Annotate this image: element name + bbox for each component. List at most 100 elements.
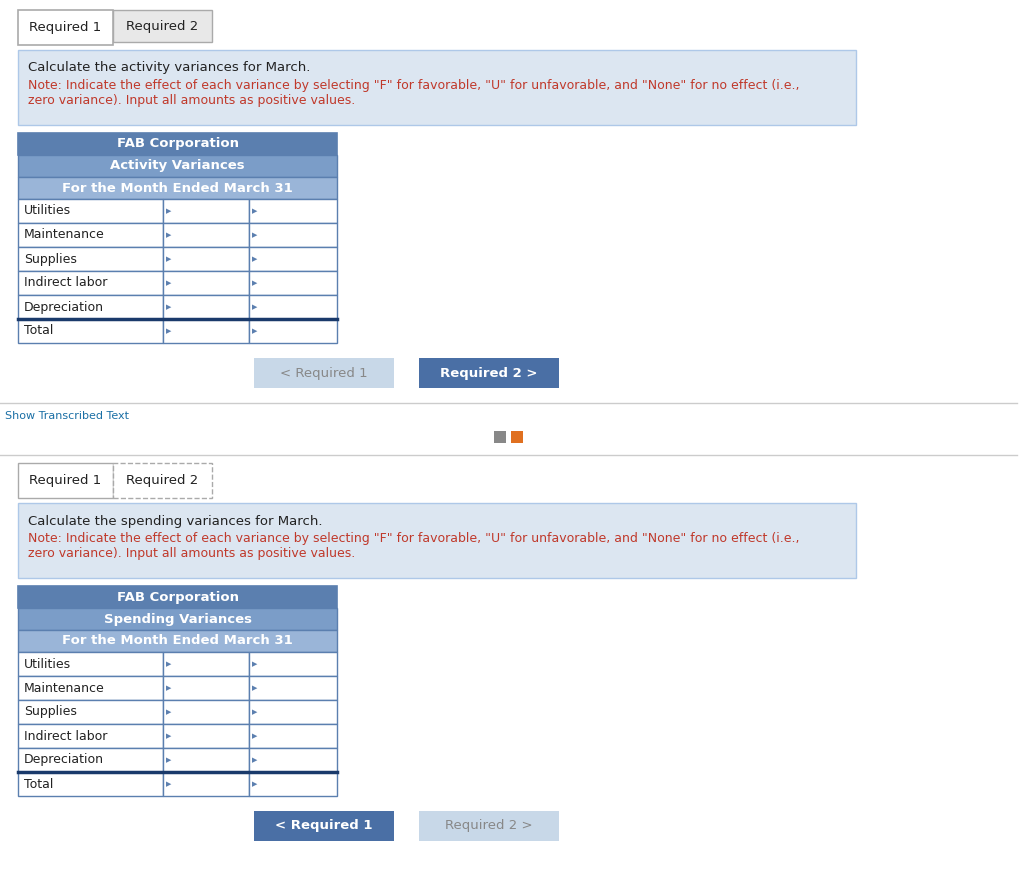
Bar bbox=[162, 652, 249, 676]
Bar bbox=[18, 724, 162, 748]
Text: < Required 1: < Required 1 bbox=[275, 819, 373, 833]
Text: Supplies: Supplies bbox=[23, 706, 76, 719]
Text: Total: Total bbox=[23, 778, 53, 790]
Bar bbox=[249, 271, 336, 295]
Bar bbox=[162, 700, 249, 724]
Bar bbox=[249, 319, 336, 343]
Text: ▶: ▶ bbox=[252, 661, 258, 667]
Text: ▶: ▶ bbox=[165, 661, 171, 667]
Text: ▶: ▶ bbox=[165, 256, 171, 262]
Text: Calculate the activity variances for March.: Calculate the activity variances for Mar… bbox=[28, 62, 310, 75]
Text: < Required 1: < Required 1 bbox=[280, 366, 368, 380]
Text: Show Transcribed Text: Show Transcribed Text bbox=[5, 411, 128, 421]
Bar bbox=[18, 133, 336, 155]
Text: ▶: ▶ bbox=[165, 757, 171, 763]
Text: ▶: ▶ bbox=[165, 709, 171, 715]
Text: FAB Corporation: FAB Corporation bbox=[116, 590, 238, 603]
Bar bbox=[18, 155, 336, 177]
Bar bbox=[18, 223, 162, 247]
Text: For the Month Ended March 31: For the Month Ended March 31 bbox=[62, 634, 292, 648]
Text: ▶: ▶ bbox=[165, 280, 171, 286]
Text: ▶: ▶ bbox=[165, 328, 171, 334]
Bar bbox=[162, 199, 249, 223]
Text: ▶: ▶ bbox=[252, 256, 258, 262]
Text: ▶: ▶ bbox=[252, 757, 258, 763]
Bar bbox=[162, 748, 249, 772]
Text: Indirect labor: Indirect labor bbox=[23, 729, 107, 743]
Text: Activity Variances: Activity Variances bbox=[110, 159, 245, 173]
Text: ▶: ▶ bbox=[252, 232, 258, 238]
Text: For the Month Ended March 31: For the Month Ended March 31 bbox=[62, 181, 292, 195]
Text: Required 2: Required 2 bbox=[126, 474, 199, 487]
Bar bbox=[249, 748, 336, 772]
Bar bbox=[249, 223, 336, 247]
Text: Required 2 >: Required 2 > bbox=[439, 366, 537, 380]
Bar bbox=[493, 431, 505, 443]
Bar bbox=[18, 10, 112, 45]
Bar bbox=[249, 199, 336, 223]
Text: Supplies: Supplies bbox=[23, 253, 76, 265]
Bar bbox=[18, 630, 336, 652]
Text: ▶: ▶ bbox=[252, 733, 258, 739]
Bar bbox=[18, 503, 855, 578]
Bar bbox=[18, 319, 162, 343]
Text: ▶: ▶ bbox=[252, 280, 258, 286]
Bar bbox=[162, 271, 249, 295]
Text: Spending Variances: Spending Variances bbox=[103, 612, 252, 626]
Bar bbox=[162, 319, 249, 343]
Bar bbox=[112, 463, 212, 498]
Text: Depreciation: Depreciation bbox=[23, 300, 104, 314]
Text: Indirect labor: Indirect labor bbox=[23, 277, 107, 290]
Text: ▶: ▶ bbox=[252, 304, 258, 310]
Bar bbox=[18, 652, 162, 676]
Text: FAB Corporation: FAB Corporation bbox=[116, 137, 238, 151]
Bar bbox=[18, 700, 162, 724]
Bar bbox=[254, 811, 393, 841]
Text: Calculate the spending variances for March.: Calculate the spending variances for Mar… bbox=[28, 515, 322, 528]
Bar bbox=[18, 676, 162, 700]
Bar bbox=[18, 608, 336, 630]
Text: Utilities: Utilities bbox=[23, 204, 71, 218]
Bar bbox=[249, 700, 336, 724]
Text: ▶: ▶ bbox=[252, 781, 258, 787]
Text: Required 1: Required 1 bbox=[30, 474, 101, 487]
Bar bbox=[249, 772, 336, 796]
Bar bbox=[254, 358, 393, 388]
Bar bbox=[18, 748, 162, 772]
Bar bbox=[162, 772, 249, 796]
Bar bbox=[249, 652, 336, 676]
Text: ▶: ▶ bbox=[252, 685, 258, 691]
Bar bbox=[112, 10, 212, 42]
Bar bbox=[18, 295, 162, 319]
Text: ▶: ▶ bbox=[252, 709, 258, 715]
Text: ▶: ▶ bbox=[165, 781, 171, 787]
Bar bbox=[18, 177, 336, 199]
Bar bbox=[162, 676, 249, 700]
Bar bbox=[18, 271, 162, 295]
Text: ▶: ▶ bbox=[165, 208, 171, 214]
Text: ▶: ▶ bbox=[165, 232, 171, 238]
Text: Note: Indicate the effect of each variance by selecting "F" for favorable, "U" f: Note: Indicate the effect of each varian… bbox=[28, 79, 799, 107]
Text: Total: Total bbox=[23, 324, 53, 337]
Text: ▶: ▶ bbox=[165, 733, 171, 739]
Text: ▶: ▶ bbox=[252, 208, 258, 214]
Text: ▶: ▶ bbox=[165, 685, 171, 691]
Bar bbox=[419, 358, 558, 388]
Bar bbox=[18, 50, 855, 125]
Bar bbox=[249, 676, 336, 700]
Text: Depreciation: Depreciation bbox=[23, 753, 104, 766]
Bar bbox=[511, 431, 522, 443]
Bar bbox=[18, 247, 162, 271]
Bar bbox=[162, 223, 249, 247]
Text: Maintenance: Maintenance bbox=[23, 228, 105, 241]
Bar bbox=[419, 811, 558, 841]
Bar bbox=[18, 772, 162, 796]
Bar bbox=[249, 295, 336, 319]
Text: ▶: ▶ bbox=[252, 328, 258, 334]
Bar bbox=[249, 724, 336, 748]
Text: Utilities: Utilities bbox=[23, 657, 71, 670]
Text: Maintenance: Maintenance bbox=[23, 682, 105, 694]
Bar bbox=[18, 463, 112, 498]
Text: Required 1: Required 1 bbox=[30, 21, 101, 34]
Bar bbox=[162, 247, 249, 271]
